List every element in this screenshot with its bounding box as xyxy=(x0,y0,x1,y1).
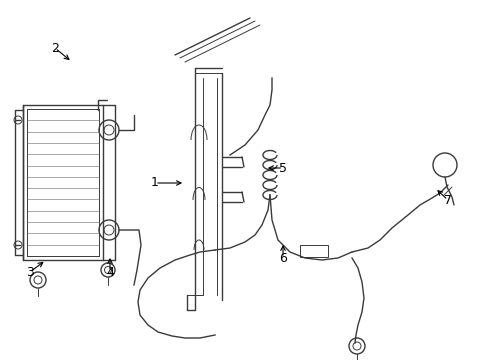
Text: 5: 5 xyxy=(279,162,286,175)
Text: 7: 7 xyxy=(443,194,451,207)
Text: 1: 1 xyxy=(151,176,159,189)
Text: 6: 6 xyxy=(279,252,286,265)
Bar xyxy=(299,245,327,257)
Text: 3: 3 xyxy=(26,266,34,279)
Text: 4: 4 xyxy=(106,266,114,279)
Text: 2: 2 xyxy=(51,41,59,54)
